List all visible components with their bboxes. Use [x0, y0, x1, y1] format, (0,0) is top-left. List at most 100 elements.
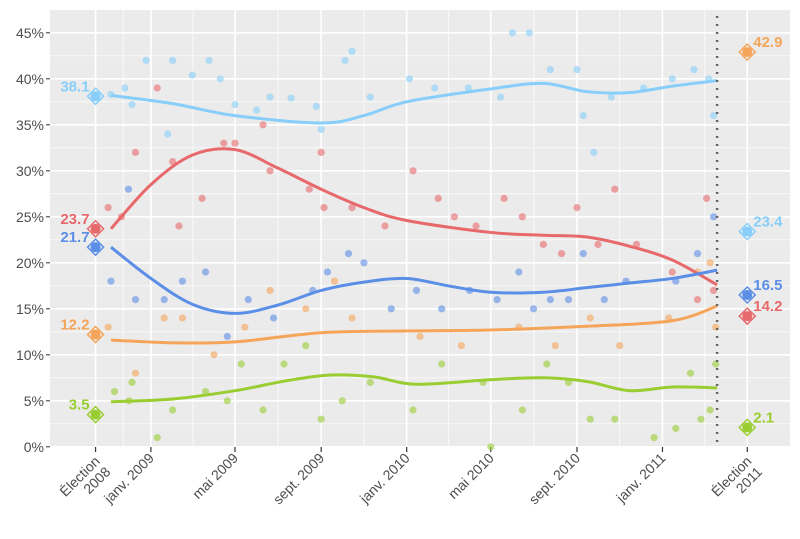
trend-line — [110, 245, 718, 315]
poll-point — [693, 250, 702, 258]
y-tick-label: 35% — [16, 117, 44, 133]
election-diamond-marker — [86, 325, 105, 344]
x-tick-label: Élection2008 — [56, 453, 113, 510]
poll-point — [431, 84, 439, 92]
poll-point — [438, 360, 446, 368]
election-result-dot — [90, 409, 101, 420]
x-tick-label: janv. 2011 — [612, 450, 668, 506]
poll-point — [160, 314, 168, 322]
poll-point — [317, 415, 325, 423]
poll-point — [302, 305, 310, 313]
poll-point — [611, 185, 619, 193]
poll-point — [712, 360, 720, 368]
poll-point — [131, 369, 140, 377]
election-result-dot — [90, 91, 101, 102]
election-result-dot — [742, 311, 753, 322]
poll-point — [153, 434, 161, 442]
poll-point — [557, 250, 566, 258]
election-result-dot — [742, 422, 753, 433]
poll-point — [253, 106, 261, 114]
poll-point — [287, 94, 295, 102]
poll-point — [650, 434, 658, 442]
poll-point — [231, 139, 239, 147]
poll-point — [128, 100, 136, 109]
election-result-dot — [90, 223, 101, 234]
poll-point — [338, 397, 346, 405]
y-tick-label: 25% — [16, 209, 44, 225]
trend-line — [110, 79, 718, 125]
election-result-label: 14.2 — [753, 298, 782, 315]
election-result-dot — [742, 226, 753, 237]
poll-point — [128, 378, 136, 386]
poll-point — [697, 415, 705, 423]
poll-point — [450, 213, 458, 221]
poll-point — [302, 342, 310, 350]
poll-point — [703, 194, 711, 202]
poll-point — [237, 360, 245, 368]
poll-point — [216, 75, 224, 83]
y-tick-label: 40% — [16, 71, 44, 87]
y-tick-label: 10% — [16, 347, 44, 363]
poll-point — [611, 415, 619, 423]
poll-point — [348, 204, 356, 212]
poll-point — [690, 66, 698, 74]
x-tick-label: sept. 2010 — [526, 450, 584, 508]
y-axis: 0% 5% 10% 15% 20% 25% 30% 35% 40% 45% — [16, 25, 50, 455]
poll-point — [223, 397, 231, 405]
poll-point — [131, 296, 140, 304]
poll-point — [496, 93, 505, 101]
poll-point — [198, 194, 206, 202]
poll-point — [312, 102, 320, 110]
poll-point — [344, 250, 353, 258]
poll-point — [487, 443, 495, 451]
election-diamond-marker — [738, 418, 757, 437]
poll-point — [668, 75, 676, 83]
poll-point — [131, 148, 140, 156]
poll-point — [586, 314, 594, 322]
trend-lines — [109, 79, 718, 404]
x-tick-label: mai 2010 — [445, 450, 497, 502]
y-tick-label: 5% — [24, 393, 44, 409]
election-result-label: 3.5 — [69, 397, 90, 414]
poll-point — [231, 100, 239, 109]
election-diamond-marker — [86, 219, 105, 238]
poll-point — [244, 296, 252, 304]
poll-point — [104, 204, 112, 212]
poll-point — [515, 268, 523, 276]
poll-point — [104, 323, 112, 331]
election-diamond-marker — [738, 43, 757, 62]
poll-point — [110, 388, 119, 396]
poll-point — [121, 84, 129, 92]
poll-point — [693, 296, 702, 304]
election-result-label: 12.2 — [60, 317, 89, 334]
poll-point — [686, 369, 695, 377]
poll-point — [169, 56, 177, 64]
poll-point — [259, 406, 267, 414]
poll-point — [573, 204, 581, 212]
poll-point — [518, 406, 526, 414]
poll-point — [500, 194, 508, 202]
y-tick-label: 0% — [24, 439, 44, 455]
poll-point — [366, 93, 374, 101]
poll-point — [175, 222, 183, 230]
poll-point — [710, 286, 718, 294]
poll-point — [590, 148, 598, 156]
poll-point — [668, 268, 676, 276]
poll-point — [341, 56, 349, 64]
poll-point — [201, 268, 210, 276]
poll-point — [305, 185, 313, 193]
election-diamond-marker — [86, 87, 105, 106]
poll-point — [348, 47, 356, 55]
poll-point — [434, 194, 442, 202]
poll-point — [607, 93, 615, 101]
poll-point — [360, 259, 368, 267]
poll-point — [188, 71, 196, 79]
poll-point — [579, 250, 587, 258]
poll-point — [508, 29, 517, 37]
election-result-label: 23.4 — [753, 214, 783, 231]
y-tick-label: 15% — [16, 301, 44, 317]
poll-point — [710, 112, 718, 120]
election-result-dot — [90, 242, 101, 253]
x-tick-label: mai 2009 — [189, 450, 241, 502]
